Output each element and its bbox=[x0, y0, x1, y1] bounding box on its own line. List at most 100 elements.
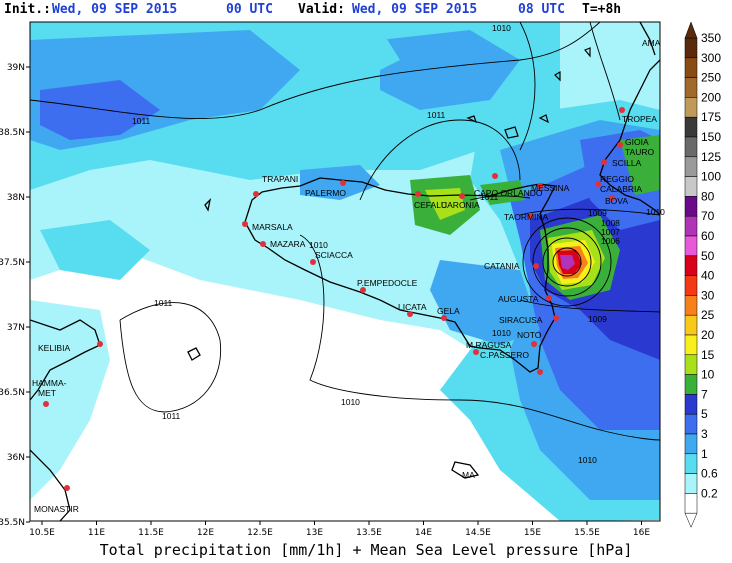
city-trapani: TRAPANI bbox=[262, 174, 298, 184]
isobar-label: 1006 bbox=[601, 236, 620, 246]
lat-tick-label: 37N bbox=[7, 323, 25, 333]
isobar-label: 1011 bbox=[154, 298, 173, 308]
lat-tick-label: 39N bbox=[7, 63, 25, 73]
city-catania: CATANIA bbox=[484, 261, 520, 271]
colorbar-swatch bbox=[684, 394, 698, 415]
colorbar-label: 60 bbox=[701, 229, 715, 243]
city-licata: LICATA bbox=[398, 302, 427, 312]
city-siracusa: SIRACUSA bbox=[499, 315, 543, 325]
lon-tick-label: 11E bbox=[88, 528, 105, 538]
colorbar-label: 70 bbox=[701, 209, 715, 223]
city-p-empedocle: P.EMPEDOCLE bbox=[357, 278, 418, 288]
colorbar-swatch bbox=[684, 37, 698, 59]
colorbar-swatch bbox=[684, 156, 698, 177]
isobar-labels: 1010 1011 1011 1011 1011 1011 1010 1010 … bbox=[132, 23, 665, 465]
isobar-label: 1008 bbox=[601, 218, 620, 228]
isobar-label: 1010 bbox=[492, 23, 511, 33]
isobar-label: 1009 bbox=[588, 208, 607, 218]
map-frame bbox=[29, 21, 661, 522]
map-caption: Total precipitation [mm/1h] + Mean Sea L… bbox=[99, 541, 633, 559]
isobar-label: 1011 bbox=[162, 411, 181, 421]
city-m-ragusa: M.RAGUSA bbox=[466, 340, 512, 350]
city-hammamet-2: MET bbox=[38, 388, 56, 398]
valid-time: 08 UTC bbox=[518, 2, 565, 17]
city-reggio: REGGIO bbox=[600, 174, 634, 184]
colorbar-swatch bbox=[684, 176, 698, 197]
city-gela: GELA bbox=[437, 306, 460, 316]
aeolian-islands bbox=[466, 47, 591, 139]
colorbar-label: 250 bbox=[701, 71, 721, 85]
city-messina: MESSINA bbox=[531, 183, 570, 193]
colorbar-label: 10 bbox=[701, 368, 715, 382]
colorbar-swatch bbox=[684, 334, 698, 356]
isobar-label: 1010 bbox=[309, 240, 328, 250]
lead-time: T=+8h bbox=[582, 2, 622, 17]
city-palermo: PALERMO bbox=[305, 188, 346, 198]
valid-label: Valid: bbox=[298, 2, 345, 17]
isobars bbox=[30, 22, 660, 441]
colorbar-label: 15 bbox=[701, 348, 715, 362]
init-label: Init.: bbox=[4, 2, 51, 17]
lat-tick-label: 38N bbox=[7, 193, 25, 203]
colorbar: 3503002502001751501251008070605040302520… bbox=[684, 21, 721, 528]
colorbar-swatch bbox=[684, 136, 698, 158]
coastlines bbox=[30, 22, 660, 521]
colorbar-swatch bbox=[684, 275, 698, 296]
colorbar-label: 0.6 bbox=[701, 467, 718, 481]
city-scilla: SCILLA bbox=[612, 158, 642, 168]
lon-tick-label: 12.5E bbox=[247, 528, 273, 538]
colorbar-swatch bbox=[684, 453, 698, 474]
colorbar-swatch bbox=[684, 493, 698, 514]
colorbar-label: 300 bbox=[701, 51, 721, 65]
lon-tick-label: 13E bbox=[306, 528, 323, 538]
lon-tick-label: 13.5E bbox=[356, 528, 382, 538]
city-taormina: TAORMINA bbox=[504, 212, 549, 222]
colorbar-label: 50 bbox=[701, 249, 715, 263]
city-kelibia: KELIBIA bbox=[38, 343, 70, 353]
isobar-label: 1011 bbox=[480, 192, 499, 202]
city-labels: TRAPANI PALERMO MARSALA MAZARA SCIACCA C… bbox=[32, 38, 661, 514]
colorbar-label: 30 bbox=[701, 288, 715, 302]
colorbar-swatch bbox=[684, 473, 698, 494]
city-sciacca: SCIACCA bbox=[315, 250, 353, 260]
colorbar-label: 5 bbox=[701, 407, 708, 421]
lat-tick-label: 38.5N bbox=[0, 128, 25, 138]
colorbar-label: 0.2 bbox=[701, 486, 718, 500]
lon-tick-label: 16E bbox=[633, 528, 650, 538]
city-tauro: TAURO bbox=[625, 147, 655, 157]
city-gioia: GIOIA bbox=[625, 137, 649, 147]
longitude-axis: 10.5E 11E 11.5E 12E 12.5E 13E 13.5E 14E 14.5E 15E… bbox=[29, 521, 650, 538]
colorbar-swatch bbox=[684, 77, 698, 98]
colorbar-label: 150 bbox=[701, 130, 721, 144]
colorbar-top-arrow bbox=[684, 21, 698, 39]
isobar-label: 1010 bbox=[646, 207, 665, 217]
city-tropea: TROPEA bbox=[622, 114, 657, 124]
isobar-label: 1011 bbox=[132, 116, 151, 126]
colorbar-swatch bbox=[684, 314, 698, 336]
colorbar-swatch bbox=[684, 235, 698, 257]
city-c-passero: C.PASSERO bbox=[480, 350, 529, 360]
precipitation-field bbox=[30, 22, 660, 521]
colorbar-label: 3 bbox=[701, 427, 708, 441]
colorbar-label: 1 bbox=[701, 447, 708, 461]
isobar-label: 1011 bbox=[427, 110, 446, 120]
city-hammamet-1: HAMMA- bbox=[32, 378, 67, 388]
colorbar-label: 20 bbox=[701, 328, 715, 342]
colorbar-label: 40 bbox=[701, 269, 715, 283]
lon-tick-label: 11.5E bbox=[138, 528, 164, 538]
city-noto: NOTO bbox=[517, 330, 542, 340]
city-malta: MA bbox=[462, 470, 475, 480]
colorbar-swatch bbox=[684, 255, 698, 276]
colorbar-swatch bbox=[684, 116, 698, 138]
city-capo-orlando: CAPO ORLANDO bbox=[474, 188, 543, 198]
isobar-label: 1010 bbox=[578, 455, 597, 465]
latitude-axis: 39N 38.5N 38N 37.5N 37N 36.5N 36N 35.5N bbox=[0, 63, 30, 528]
isobar-label: 1009 bbox=[588, 314, 607, 324]
lon-tick-label: 15.5E bbox=[574, 528, 600, 538]
lat-tick-label: 36.5N bbox=[0, 388, 25, 398]
lat-tick-label: 37.5N bbox=[0, 258, 25, 268]
lon-tick-label: 12E bbox=[197, 528, 214, 538]
colorbar-label: 125 bbox=[701, 150, 721, 164]
colorbar-label: 100 bbox=[701, 170, 721, 184]
